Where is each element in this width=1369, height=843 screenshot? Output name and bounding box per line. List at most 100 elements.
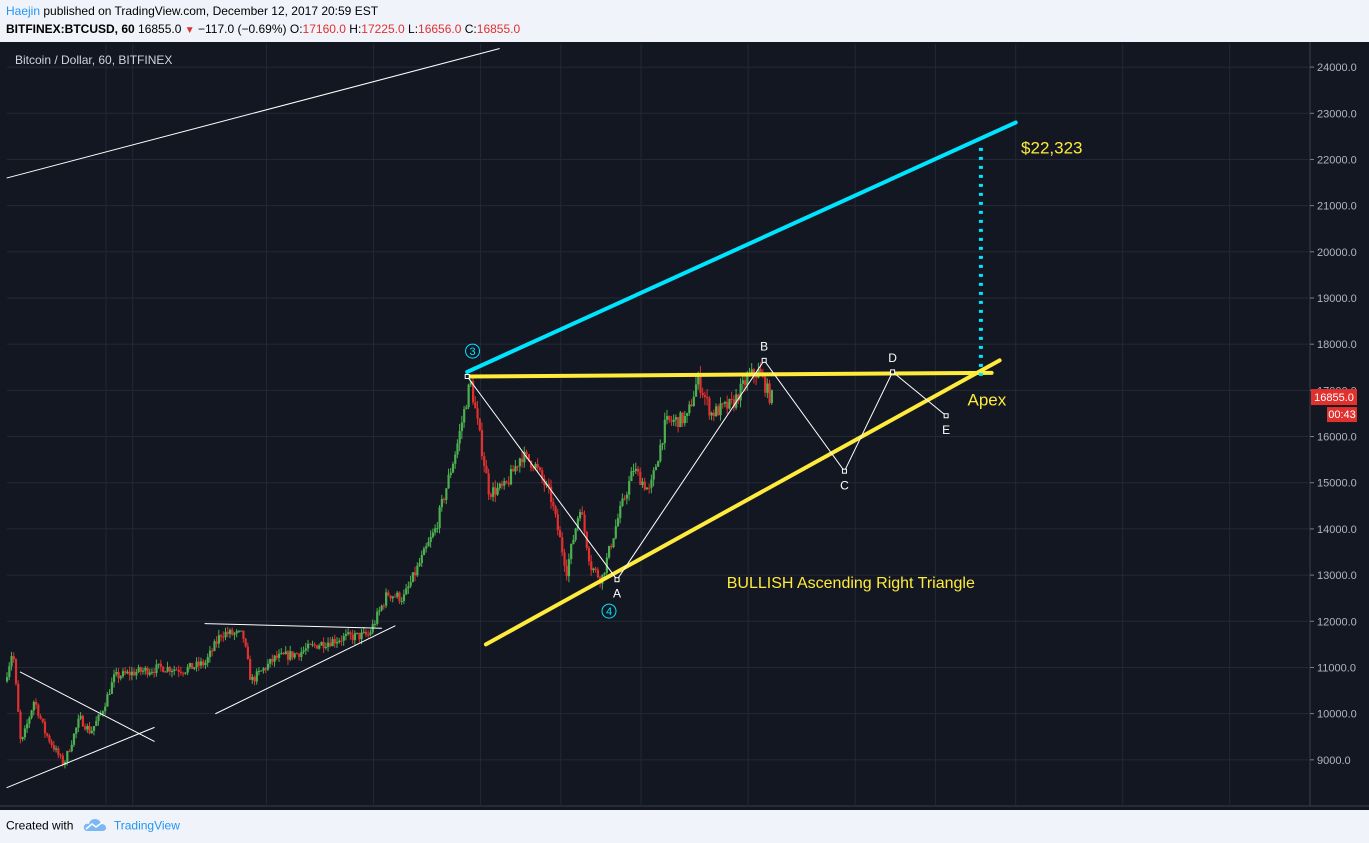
candle-body: [496, 487, 499, 495]
candle-body: [755, 376, 758, 378]
candle-body: [289, 651, 292, 660]
candle-body: [400, 601, 403, 603]
candle-body: [97, 714, 100, 721]
candle-body: [81, 715, 85, 727]
candle-body: [369, 632, 372, 635]
candle-body: [552, 502, 555, 507]
price-chart[interactable]: 24000.0 23000.0 22000.0 21000.0 20000.0 19000…: [0, 42, 1369, 810]
candle-body: [19, 711, 22, 740]
candle-body: [275, 655, 278, 658]
candle-body: [645, 487, 649, 490]
candle-body: [353, 633, 357, 641]
candle-body: [521, 458, 524, 463]
low-label: L:: [408, 22, 419, 36]
candle-body: [320, 642, 323, 646]
candle-body: [142, 670, 145, 672]
candle-body: [467, 384, 470, 408]
wave-point: [943, 413, 949, 419]
candle-body: [770, 390, 773, 403]
candle-body: [686, 412, 689, 417]
candle-body: [393, 596, 397, 598]
countdown-tag: [1327, 407, 1357, 423]
candle-body: [48, 735, 51, 742]
candle-body: [708, 398, 711, 416]
candle-body: [202, 661, 205, 666]
candle-body: [454, 454, 457, 464]
candle-body: [603, 572, 606, 575]
y-tick-label: 11000.0: [1317, 662, 1356, 674]
candle-body: [298, 653, 301, 658]
wave-circle-label-3: 3: [469, 346, 475, 358]
symbol-line: BITFINEX:BTCUSD, 60 16855.0 ▼ −117.0 (−0…: [6, 22, 520, 36]
candle-body: [222, 636, 225, 638]
candle-body: [414, 572, 417, 576]
candle-body: [449, 472, 452, 475]
candle-body: [744, 380, 747, 386]
candle-body: [280, 652, 283, 654]
candle-body: [712, 412, 715, 417]
candle-body: [634, 468, 637, 471]
candle-body: [674, 417, 678, 420]
candle-body: [367, 634, 370, 636]
candle-body: [425, 546, 428, 549]
created-with-text: Created with: [6, 818, 74, 833]
candle-body: [146, 667, 149, 675]
candle-body: [387, 592, 390, 596]
candle-body: [130, 671, 134, 676]
candle-body: [126, 671, 129, 674]
tradingview-cloud-icon[interactable]: [83, 818, 107, 835]
candle-body: [262, 668, 265, 671]
candle-body: [396, 592, 399, 597]
candle-body: [576, 518, 579, 529]
candle-body: [639, 471, 642, 485]
candle-body: [139, 667, 142, 672]
candle-body: [474, 402, 477, 409]
candle-body: [318, 645, 321, 649]
candle-body: [177, 669, 180, 672]
author-link[interactable]: Haejin: [6, 4, 41, 18]
candle-body: [402, 594, 406, 602]
candle-body: [694, 384, 698, 397]
published-text: published on TradingView.com, December 1…: [43, 4, 379, 18]
candle-body: [358, 632, 361, 640]
candle-body: [509, 469, 513, 485]
high-value: 17225.0: [361, 22, 405, 36]
candle-body: [503, 481, 506, 486]
candle-body: [739, 383, 742, 401]
cyan-upper-line: [465, 120, 1018, 374]
candle-body: [211, 650, 214, 652]
candle-body: [483, 456, 486, 466]
candle-body: [121, 671, 125, 677]
candle-body: [119, 676, 122, 679]
candle-body: [342, 635, 345, 641]
candle-body: [398, 592, 401, 602]
candle-body: [574, 528, 577, 540]
white-upper-line: [6, 48, 500, 179]
candle-body: [536, 463, 539, 468]
candle-body: [193, 667, 196, 669]
candle-body: [231, 629, 234, 635]
candle-body: [665, 415, 669, 420]
candle-body: [21, 737, 24, 740]
candle-body: [469, 381, 472, 385]
candle-body: [253, 677, 256, 682]
candle-body: [579, 512, 582, 519]
candle-body: [679, 412, 682, 428]
candle-body: [356, 632, 359, 634]
candle-body: [422, 548, 426, 556]
candle-body: [550, 486, 553, 503]
candle-body: [507, 482, 510, 485]
candle-body: [124, 671, 127, 674]
candle-body: [324, 646, 328, 648]
candle-body: [162, 666, 165, 673]
wave-path: [466, 359, 947, 581]
candle-body: [26, 723, 29, 729]
candle-body: [68, 751, 71, 753]
tradingview-link[interactable]: TradingView: [113, 818, 180, 833]
y-tick-label: 12000.0: [1317, 616, 1357, 628]
candle-body: [431, 532, 435, 537]
candle-body: [61, 755, 64, 765]
candle-body: [581, 512, 584, 515]
candle-body: [436, 527, 439, 529]
candle-body: [284, 651, 287, 655]
